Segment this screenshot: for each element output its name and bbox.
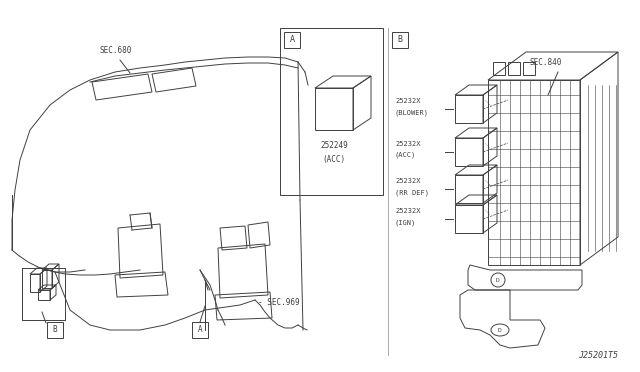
- Text: SEC.680: SEC.680: [100, 46, 132, 55]
- Text: - SEC.969: - SEC.969: [258, 298, 300, 307]
- Text: D: D: [496, 278, 500, 282]
- Text: (BLOWER): (BLOWER): [395, 109, 429, 115]
- Text: (IGN): (IGN): [395, 219, 416, 225]
- Text: A: A: [198, 326, 202, 334]
- Text: 25232X: 25232X: [395, 178, 420, 184]
- Text: SEC.840: SEC.840: [530, 58, 563, 67]
- Text: B: B: [52, 326, 58, 334]
- Text: (RR DEF): (RR DEF): [395, 189, 429, 196]
- Text: J25201T5: J25201T5: [578, 351, 618, 360]
- Text: (ACC): (ACC): [395, 152, 416, 158]
- Text: 25232X: 25232X: [395, 208, 420, 214]
- Text: 25232X: 25232X: [395, 98, 420, 104]
- Text: B: B: [397, 35, 403, 45]
- Text: 252249: 252249: [320, 141, 348, 150]
- Text: D: D: [498, 327, 502, 333]
- Text: (ACC): (ACC): [322, 155, 345, 164]
- Text: 25232X: 25232X: [395, 141, 420, 147]
- Text: A: A: [289, 35, 294, 45]
